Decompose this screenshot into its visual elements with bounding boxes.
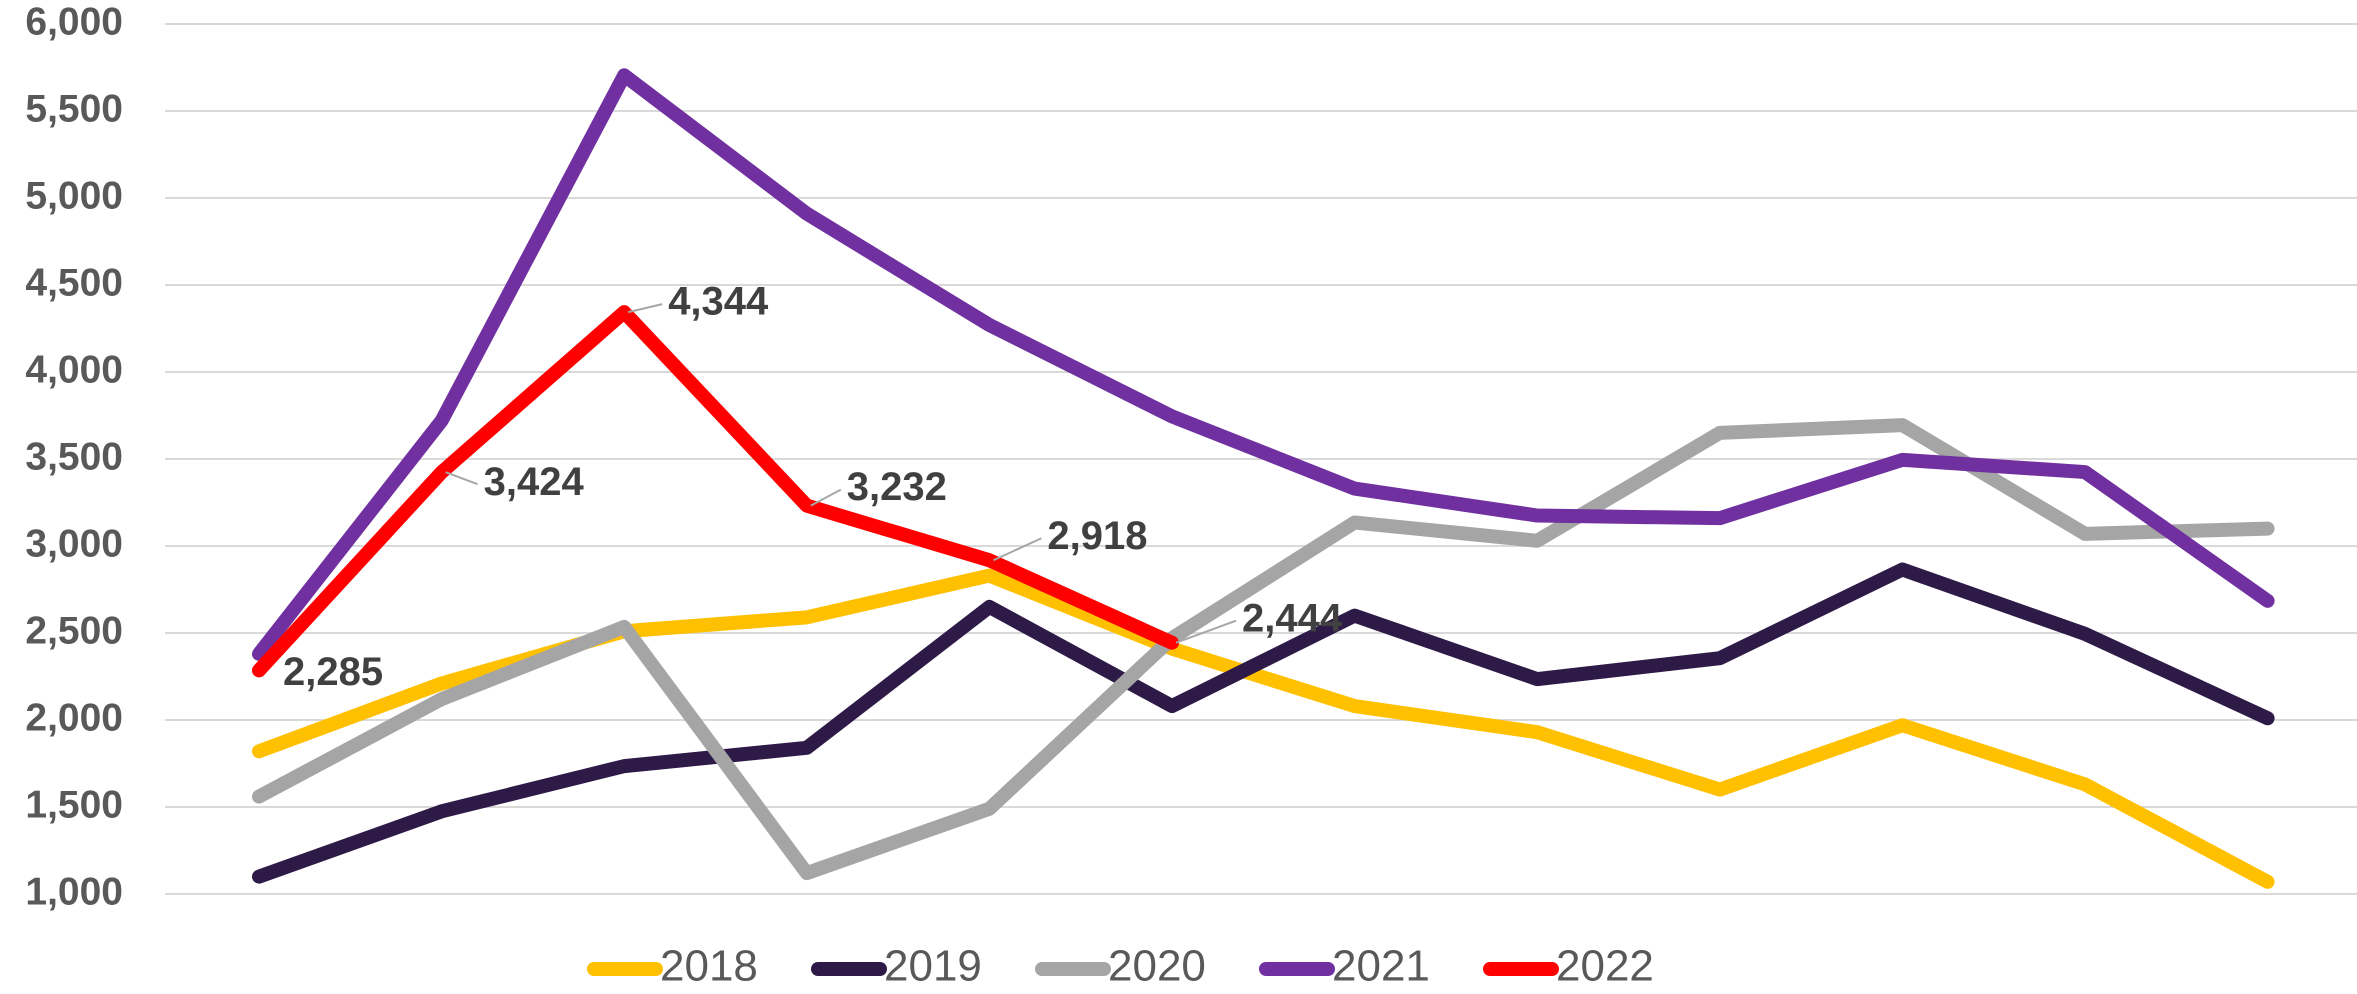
y-tick-label: 4,000 (25, 348, 123, 391)
data-label: 3,232 (847, 465, 947, 509)
y-tick-label: 4,500 (25, 261, 123, 304)
series-line (252, 305, 1179, 678)
y-tick-label: 1,000 (25, 870, 123, 913)
y-tick-label: 6,000 (25, 0, 123, 43)
y-tick-label: 5,000 (25, 174, 123, 217)
y-tick-label: 2,000 (25, 696, 123, 739)
legend-label: 2020 (1108, 942, 1206, 991)
data-label: 2,444 (1242, 596, 1343, 640)
leader-line (1175, 619, 1237, 644)
legend-label: 2018 (660, 942, 758, 991)
leader-line (445, 471, 478, 486)
series-line (252, 418, 2275, 881)
y-tick-label: 1,500 (25, 783, 123, 826)
series-line (252, 562, 2275, 884)
data-label: 2,285 (283, 650, 383, 694)
leader-line (627, 303, 663, 314)
leader-line (810, 488, 842, 507)
series-line (252, 68, 2275, 661)
y-tick-label: 2,500 (25, 609, 123, 652)
legend-label: 2021 (1332, 942, 1430, 991)
data-label: 4,344 (668, 280, 769, 324)
data-label: 2,918 (1047, 514, 1147, 558)
data-label: 3,424 (484, 460, 585, 504)
leader-line (992, 537, 1042, 562)
legend-label: 2022 (1556, 942, 1654, 991)
y-tick-label: 3,000 (25, 522, 123, 565)
y-tick-label: 5,500 (25, 87, 123, 130)
y-tick-label: 3,500 (25, 435, 123, 478)
legend-label: 2019 (884, 942, 982, 991)
